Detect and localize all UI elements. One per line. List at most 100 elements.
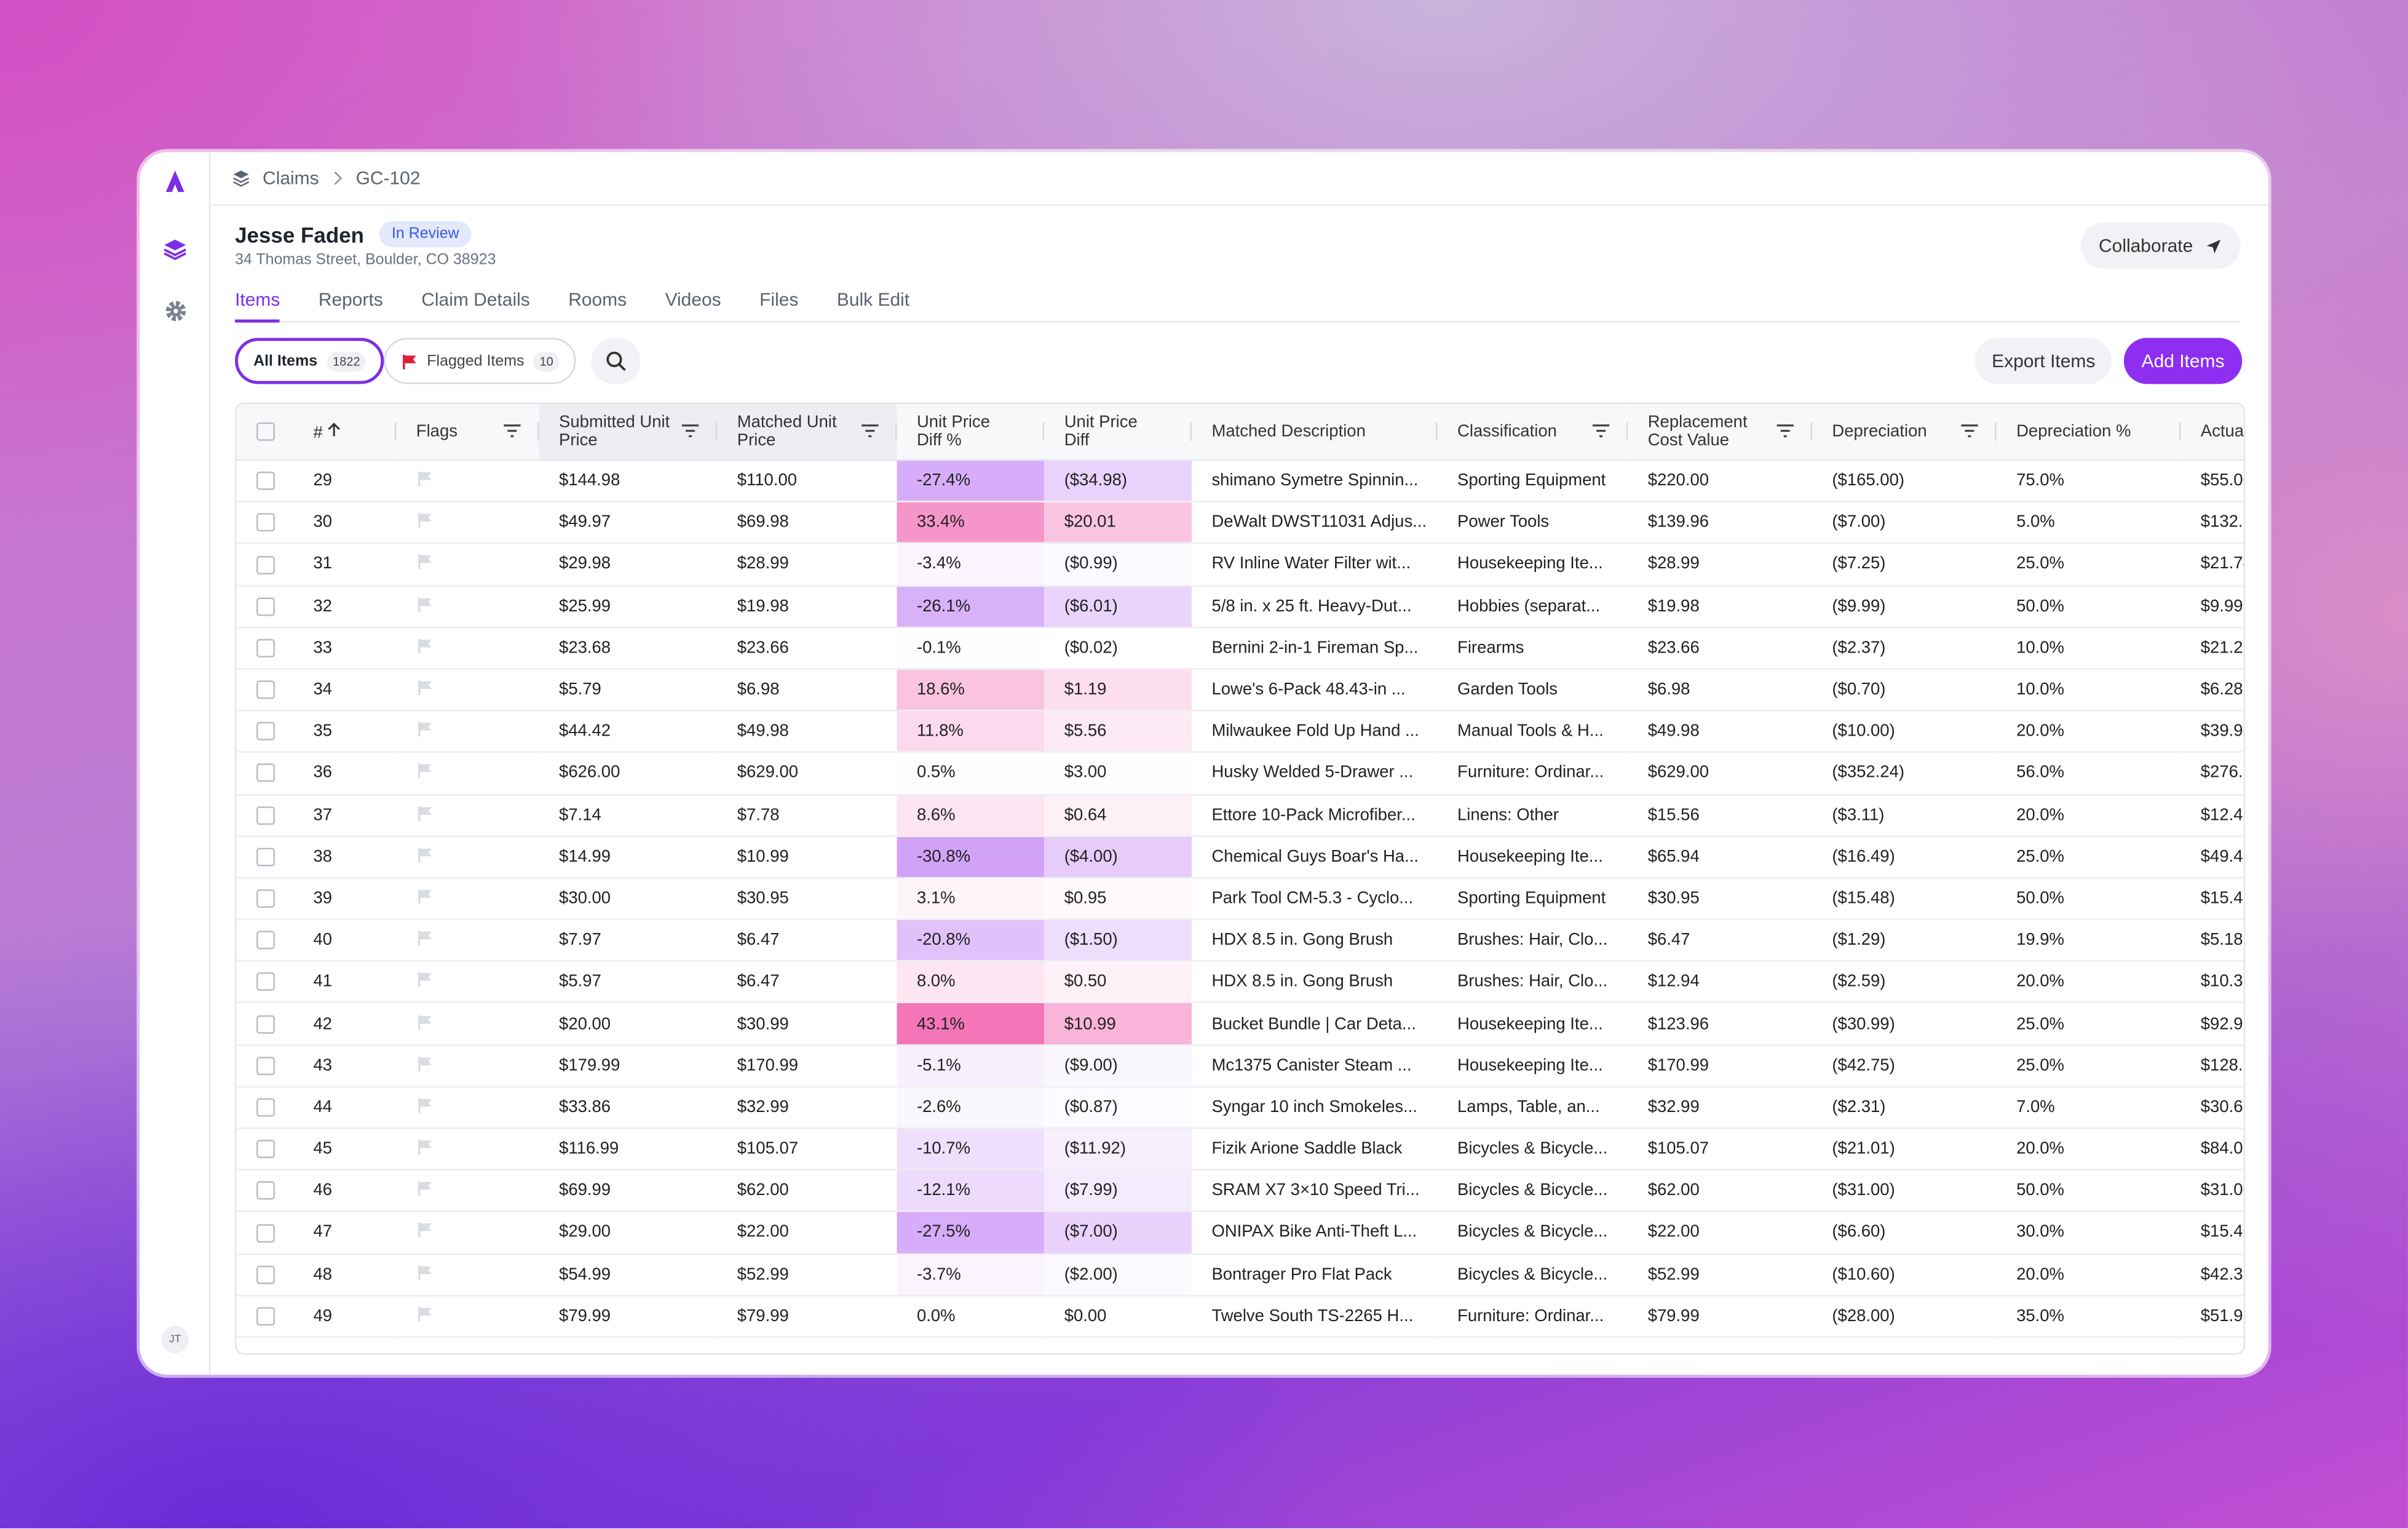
checkbox[interactable] bbox=[256, 806, 275, 825]
filter-icon[interactable] bbox=[1776, 424, 1794, 437]
flag-icon[interactable] bbox=[416, 554, 433, 570]
breadcrumb-item[interactable]: Claims bbox=[263, 167, 319, 189]
cell: 10.0% bbox=[1996, 627, 2181, 670]
flag-icon[interactable] bbox=[416, 1013, 433, 1030]
checkbox[interactable] bbox=[256, 638, 275, 657]
tab[interactable]: Videos bbox=[665, 288, 721, 311]
flag-icon[interactable] bbox=[416, 470, 433, 486]
cell: $69.99 bbox=[539, 1170, 718, 1213]
flag-icon[interactable] bbox=[416, 1305, 433, 1322]
checkbox[interactable] bbox=[256, 1223, 275, 1242]
cell: Housekeeping Ite... bbox=[1437, 1044, 1628, 1087]
cell: 50.0% bbox=[1996, 1170, 2181, 1213]
checkbox[interactable] bbox=[256, 1014, 275, 1033]
select-all bbox=[236, 403, 294, 461]
checkbox[interactable] bbox=[256, 422, 275, 441]
flag-icon[interactable] bbox=[416, 763, 433, 779]
cell: $79.99 bbox=[539, 1295, 718, 1338]
checkbox[interactable] bbox=[256, 1265, 275, 1284]
flag-icon[interactable] bbox=[416, 1264, 433, 1281]
export-button[interactable]: Export Items bbox=[1974, 338, 2112, 384]
collaborate-button[interactable]: Collaborate bbox=[2080, 223, 2241, 269]
flag-icon[interactable] bbox=[416, 888, 433, 904]
cell: $6.47 bbox=[717, 919, 897, 963]
checkbox[interactable] bbox=[256, 722, 275, 741]
checkbox[interactable] bbox=[256, 1140, 275, 1159]
checkbox[interactable] bbox=[256, 764, 275, 783]
cell: $32.99 bbox=[717, 1086, 897, 1129]
all-items-filter[interactable]: All Items 1822 bbox=[235, 338, 385, 384]
filter-icon[interactable] bbox=[504, 424, 521, 437]
flag-icon[interactable] bbox=[416, 1180, 433, 1197]
item-row: 45 $116.99 $105.07 -10.7% ($11.92) Fizik Ario… bbox=[236, 1128, 2244, 1171]
settings-nav[interactable] bbox=[164, 300, 187, 322]
flag-icon[interactable] bbox=[416, 804, 433, 821]
cell: -27.4% bbox=[897, 459, 1045, 503]
filter-icon[interactable] bbox=[861, 424, 879, 437]
cell: $629.00 bbox=[717, 752, 897, 795]
flag-icon[interactable] bbox=[416, 1055, 433, 1071]
cell: 49 bbox=[293, 1295, 397, 1338]
select-cell bbox=[236, 1295, 294, 1338]
cell: $10.35 bbox=[2180, 961, 2244, 1004]
checkbox[interactable] bbox=[256, 597, 275, 616]
flag-icon[interactable] bbox=[416, 595, 433, 612]
table-body: 29 $144.98 $110.00 -27.4% ($34.98) shimano Sy… bbox=[236, 459, 2244, 1338]
flag-icon[interactable] bbox=[416, 512, 433, 528]
flag-icon[interactable] bbox=[416, 1138, 433, 1155]
filter-icon[interactable] bbox=[681, 424, 699, 437]
flag-cell bbox=[396, 1212, 539, 1255]
column-header: Unit Price Diff bbox=[1044, 403, 1192, 461]
checkbox[interactable] bbox=[256, 680, 275, 699]
filter-icon[interactable] bbox=[1961, 424, 1978, 437]
tab[interactable]: Files bbox=[759, 288, 799, 311]
tab[interactable]: Bulk Edit bbox=[836, 288, 910, 311]
filter-icon[interactable] bbox=[1592, 424, 1610, 437]
cell: $5.56 bbox=[1044, 710, 1192, 753]
avatar[interactable]: JT bbox=[161, 1325, 189, 1354]
checkbox[interactable] bbox=[256, 555, 275, 574]
sort-icon[interactable] bbox=[327, 421, 341, 437]
checkbox[interactable] bbox=[256, 1098, 275, 1117]
logo[interactable] bbox=[161, 167, 189, 195]
checkbox[interactable] bbox=[256, 1182, 275, 1201]
cell: $0.50 bbox=[1044, 961, 1192, 1004]
cell: $23.66 bbox=[717, 627, 897, 670]
flag-icon[interactable] bbox=[416, 971, 433, 988]
cell: ($2.31) bbox=[1812, 1086, 1997, 1129]
cell: $626.00 bbox=[539, 752, 718, 795]
header-label: # bbox=[313, 423, 323, 442]
flag-icon[interactable] bbox=[416, 1097, 433, 1113]
flagged-items-filter[interactable]: Flagged Items 10 bbox=[384, 338, 577, 384]
checkbox[interactable] bbox=[256, 513, 275, 532]
tab[interactable]: Items bbox=[235, 284, 280, 323]
checkbox[interactable] bbox=[256, 889, 275, 908]
checkbox[interactable] bbox=[256, 1307, 275, 1325]
flag-icon[interactable] bbox=[416, 929, 433, 946]
cell: Chemical Guys Boar's Ha... bbox=[1191, 836, 1438, 879]
column-divider bbox=[1190, 422, 1192, 441]
select-cell bbox=[236, 1253, 294, 1297]
tab[interactable]: Rooms bbox=[568, 288, 627, 311]
flag-icon[interactable] bbox=[416, 1222, 433, 1239]
add-items-button[interactable]: Add Items bbox=[2123, 338, 2243, 384]
flag-icon[interactable] bbox=[416, 721, 433, 737]
flag-icon[interactable] bbox=[416, 846, 433, 863]
tab[interactable]: Reports bbox=[318, 288, 383, 311]
cell: 11.8% bbox=[897, 710, 1045, 753]
cell: $139.96 bbox=[1628, 501, 1812, 545]
checkbox[interactable] bbox=[256, 1056, 275, 1075]
checkbox[interactable] bbox=[256, 848, 275, 867]
flag-icon[interactable] bbox=[416, 679, 433, 696]
claims-nav[interactable] bbox=[163, 237, 188, 261]
flag-icon[interactable] bbox=[416, 637, 433, 654]
flag-icon bbox=[403, 354, 416, 369]
checkbox[interactable] bbox=[256, 472, 275, 491]
tab[interactable]: Claim Details bbox=[421, 288, 530, 311]
search-button[interactable] bbox=[591, 338, 641, 384]
select-cell bbox=[236, 669, 294, 712]
item-row: 32 $25.99 $19.98 -26.1% ($6.01) 5/8 in. x 25 … bbox=[236, 585, 2244, 628]
checkbox[interactable] bbox=[256, 972, 275, 991]
checkbox[interactable] bbox=[256, 931, 275, 950]
